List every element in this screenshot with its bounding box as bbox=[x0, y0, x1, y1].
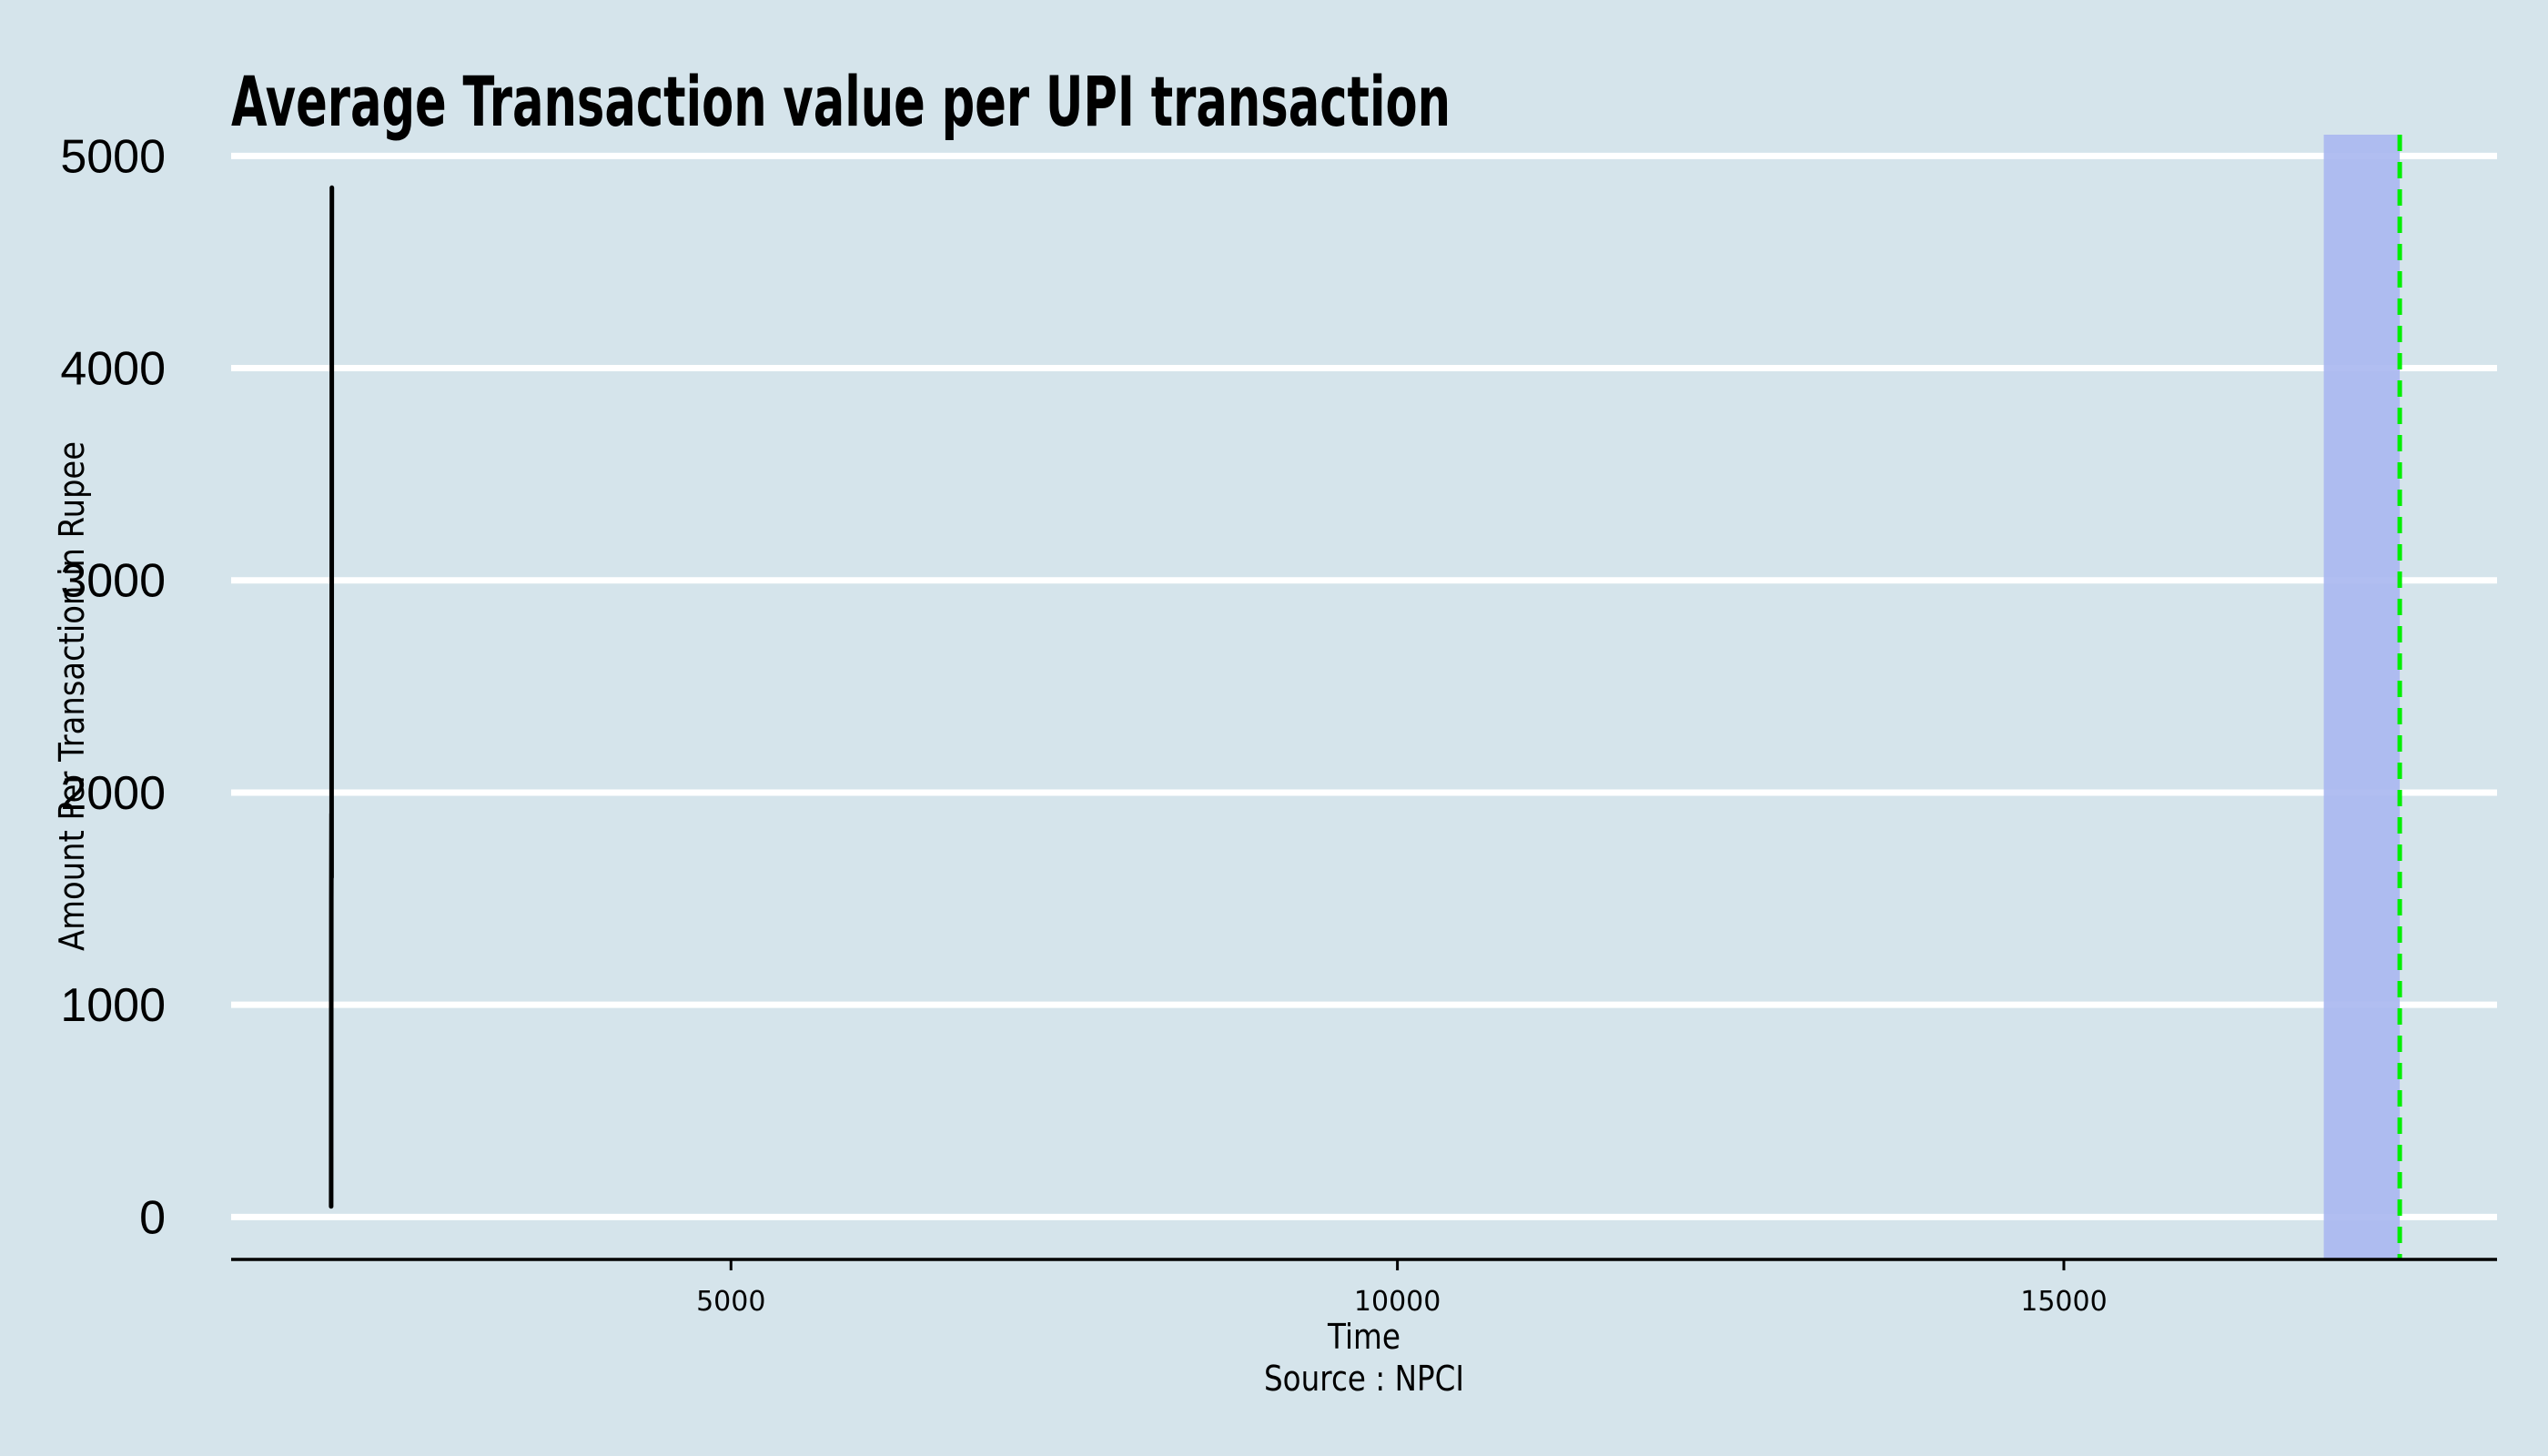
source-caption: Source : NPCI bbox=[1264, 1359, 1464, 1399]
x-tick-label-10000: 10000 bbox=[1354, 1286, 1441, 1318]
x-tick-label-5000: 5000 bbox=[696, 1286, 765, 1318]
highlight-band bbox=[2323, 135, 2401, 1259]
chart-title: Average Transaction value per UPI transa… bbox=[231, 61, 1451, 142]
band-layer bbox=[2323, 135, 2401, 1259]
x-tick-label-15000: 15000 bbox=[2020, 1286, 2107, 1318]
y-tick-label-2000: 2000 bbox=[60, 767, 166, 820]
y-axis-label: Amount Per Transaction in Rupee bbox=[52, 441, 92, 951]
y-tick-label-5000: 5000 bbox=[60, 130, 166, 183]
series-line-0 bbox=[329, 185, 335, 1209]
y-tick-label-3000: 3000 bbox=[60, 555, 166, 608]
y-tick-label-0: 0 bbox=[139, 1191, 166, 1244]
x-tick-layer: 5000 10000 15000 bbox=[696, 1259, 2108, 1318]
y-tick-label-4000: 4000 bbox=[60, 343, 166, 396]
series-layer bbox=[329, 185, 335, 1209]
grid-layer bbox=[231, 152, 2497, 1220]
y-tick-label-1000: 1000 bbox=[60, 979, 166, 1032]
y-tick-layer: 0 1000 2000 3000 4000 5000 bbox=[60, 130, 166, 1244]
x-axis-label: Time bbox=[1327, 1317, 1400, 1357]
